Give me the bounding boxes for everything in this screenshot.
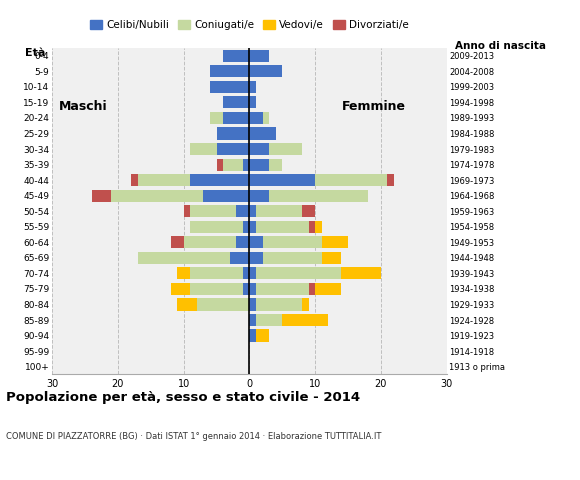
Bar (249, 205, 256, 217)
Bar (223, 96, 249, 108)
Bar (243, 221, 249, 233)
Bar (302, 299, 309, 311)
Bar (256, 283, 309, 295)
Bar (387, 174, 394, 186)
Bar (309, 283, 342, 295)
Bar (177, 267, 190, 279)
Bar (236, 205, 249, 217)
Bar (197, 299, 249, 311)
Text: Maschi: Maschi (59, 100, 107, 113)
Bar (190, 283, 243, 295)
Bar (137, 174, 190, 186)
Text: Età: Età (26, 48, 46, 58)
Bar (216, 158, 223, 170)
Bar (249, 143, 269, 155)
Bar (92, 190, 111, 202)
Bar (249, 81, 256, 93)
Bar (249, 221, 256, 233)
Bar (111, 190, 204, 202)
Text: Femmine: Femmine (342, 100, 405, 113)
Bar (309, 283, 315, 295)
Bar (256, 329, 269, 342)
Bar (223, 112, 249, 124)
Bar (249, 314, 256, 326)
Bar (249, 329, 256, 342)
Bar (230, 252, 249, 264)
Bar (243, 283, 249, 295)
Bar (269, 143, 302, 155)
Bar (216, 127, 249, 140)
Bar (263, 252, 322, 264)
Bar (190, 205, 236, 217)
Bar (184, 236, 236, 248)
Bar (263, 112, 269, 124)
Bar (177, 299, 197, 311)
Bar (249, 299, 256, 311)
Bar (269, 158, 282, 170)
Bar (190, 174, 249, 186)
Bar (249, 112, 263, 124)
Bar (249, 127, 276, 140)
Bar (190, 221, 243, 233)
Bar (249, 158, 269, 170)
Bar (342, 267, 381, 279)
Bar (171, 236, 184, 248)
Bar (236, 236, 249, 248)
Bar (223, 158, 243, 170)
Bar (302, 205, 315, 217)
Bar (190, 143, 216, 155)
Bar (210, 65, 249, 77)
Bar (243, 158, 249, 170)
Bar (249, 174, 315, 186)
Bar (322, 252, 342, 264)
Bar (269, 190, 368, 202)
Bar (322, 236, 348, 248)
Text: Popolazione per età, sesso e stato civile - 2014: Popolazione per età, sesso e stato civil… (6, 391, 360, 404)
Bar (302, 205, 309, 217)
Bar (171, 283, 190, 295)
Bar (243, 267, 249, 279)
Bar (131, 174, 137, 186)
Bar (309, 221, 315, 233)
Legend: Celibi/Nubili, Coniugati/e, Vedovi/e, Divorziati/e: Celibi/Nubili, Coniugati/e, Vedovi/e, Di… (86, 16, 413, 34)
Bar (315, 174, 387, 186)
Bar (223, 50, 249, 62)
Bar (309, 221, 322, 233)
Bar (249, 50, 269, 62)
Bar (190, 267, 243, 279)
Text: Anno di nascita: Anno di nascita (455, 41, 546, 51)
Bar (210, 81, 249, 93)
Bar (210, 112, 223, 124)
Bar (249, 267, 256, 279)
Bar (249, 96, 256, 108)
Bar (249, 236, 263, 248)
Bar (249, 65, 282, 77)
Bar (263, 236, 322, 248)
Bar (204, 190, 249, 202)
Bar (184, 205, 190, 217)
Bar (256, 299, 302, 311)
Bar (249, 190, 269, 202)
Bar (256, 267, 342, 279)
Bar (256, 205, 302, 217)
Bar (249, 252, 263, 264)
Bar (256, 221, 309, 233)
Text: COMUNE DI PIAZZATORRE (BG) · Dati ISTAT 1° gennaio 2014 · Elaborazione TUTTITALI: COMUNE DI PIAZZATORRE (BG) · Dati ISTAT … (6, 432, 381, 441)
Bar (249, 283, 256, 295)
Bar (137, 252, 230, 264)
Bar (256, 314, 282, 326)
Bar (282, 314, 328, 326)
Bar (216, 143, 249, 155)
